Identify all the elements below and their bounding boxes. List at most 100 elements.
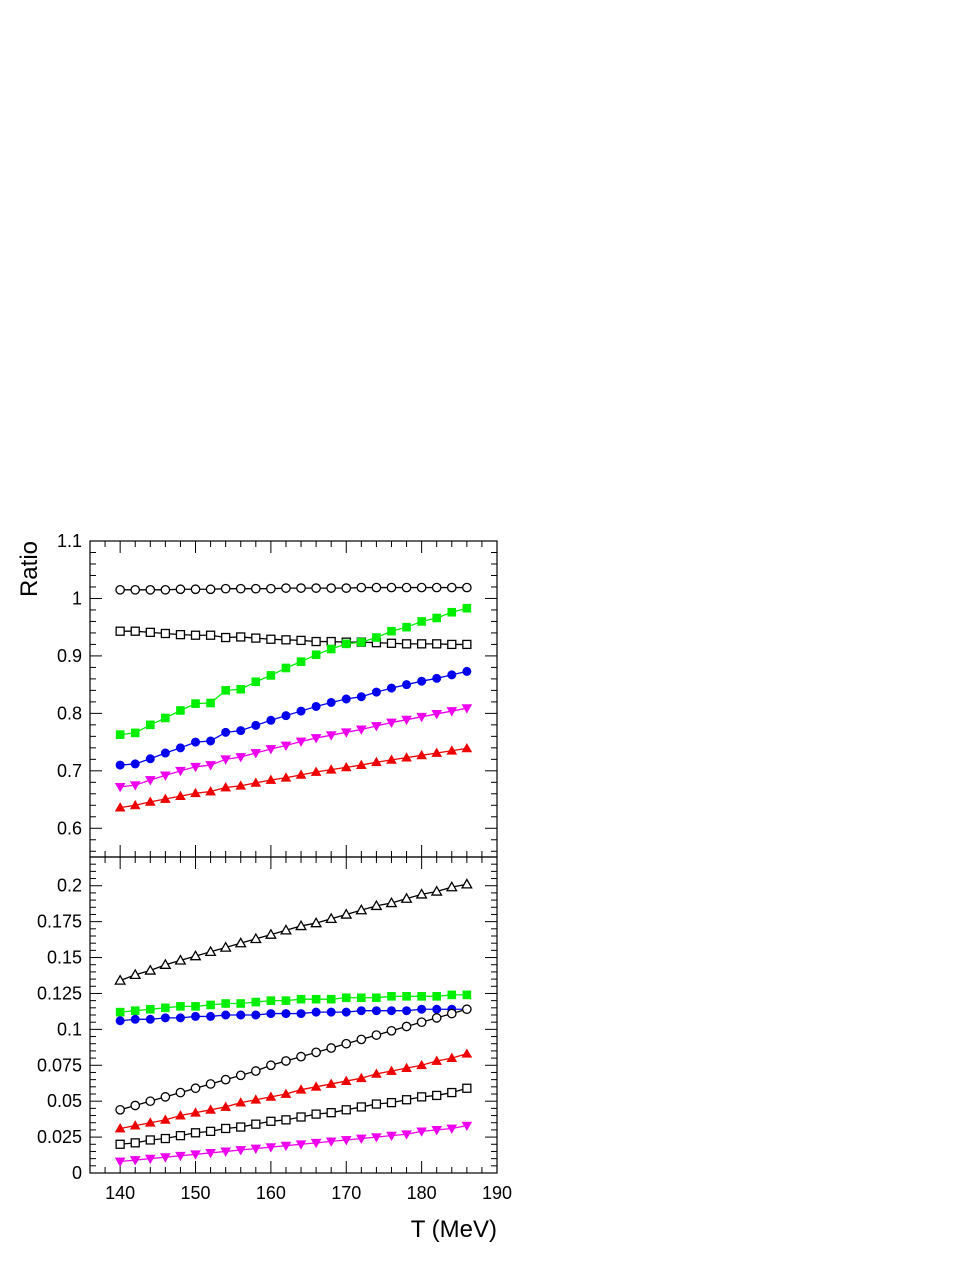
series-5 xyxy=(114,1048,473,1133)
data-point xyxy=(159,958,172,969)
data-point xyxy=(447,607,457,617)
data-point xyxy=(431,1013,442,1023)
bottom-panel: 0 0.025 0.05 0.075 0.1 0.125 0.15 0.175 0.2 140 15… xyxy=(37,856,512,1203)
y-tick-label: 0.15 xyxy=(47,948,82,968)
data-point xyxy=(175,1131,186,1141)
data-point xyxy=(417,992,426,1001)
data-point xyxy=(325,731,337,741)
data-point xyxy=(129,968,142,980)
data-point xyxy=(251,633,261,643)
data-point xyxy=(220,1147,231,1157)
data-point xyxy=(191,1002,200,1011)
data-point xyxy=(387,626,396,636)
data-point xyxy=(175,790,186,800)
data-point xyxy=(326,994,336,1004)
data-point xyxy=(144,1154,156,1165)
data-point xyxy=(387,992,396,1001)
data-point xyxy=(417,1004,427,1014)
data-point xyxy=(175,584,186,595)
data-point xyxy=(356,759,367,769)
data-point xyxy=(402,622,411,632)
series-4 xyxy=(115,666,472,770)
data-point xyxy=(310,1081,322,1091)
data-point xyxy=(235,1070,246,1081)
data-point xyxy=(461,1121,473,1132)
x-tick-label: 140 xyxy=(105,1183,135,1203)
data-point xyxy=(175,1151,186,1162)
data-point xyxy=(145,627,155,638)
data-point xyxy=(432,613,442,623)
top-panel: 0.6 0.7 0.8 0.9 1 1.1 xyxy=(57,531,498,858)
data-point xyxy=(189,949,202,961)
series-5 xyxy=(114,704,473,793)
data-point xyxy=(447,670,457,680)
data-point xyxy=(296,635,306,646)
data-point xyxy=(191,699,200,708)
data-point xyxy=(311,636,321,647)
data-point xyxy=(416,1059,427,1070)
y-tick-label: 1 xyxy=(72,588,82,608)
data-point xyxy=(266,671,276,680)
data-point xyxy=(445,881,458,892)
data-point xyxy=(250,583,261,594)
data-point xyxy=(401,752,412,762)
x-tick-label: 190 xyxy=(482,1183,512,1203)
series-6 xyxy=(115,1083,472,1149)
data-point xyxy=(341,639,351,649)
data-point xyxy=(432,1004,442,1014)
series-4 xyxy=(115,1004,472,1115)
data-point xyxy=(129,1156,141,1166)
data-point xyxy=(160,1013,170,1023)
data-point xyxy=(341,993,351,1003)
data-point xyxy=(371,1030,382,1040)
data-point xyxy=(236,1010,246,1020)
data-point xyxy=(341,1038,352,1049)
data-point xyxy=(160,771,171,781)
data-point xyxy=(266,996,276,1005)
data-point xyxy=(311,1109,321,1119)
data-point xyxy=(340,761,352,772)
data-point xyxy=(115,584,125,595)
data-point xyxy=(175,1087,186,1098)
data-point xyxy=(220,755,231,765)
data-point xyxy=(191,1011,201,1021)
data-point xyxy=(416,1127,427,1137)
x-axis-title: T (MeV) xyxy=(411,1216,497,1243)
data-point xyxy=(386,582,397,593)
data-point xyxy=(145,1014,155,1024)
data-point xyxy=(266,634,276,644)
data-point xyxy=(175,1110,186,1120)
data-point xyxy=(402,992,411,1001)
y-tick-label: 0.6 xyxy=(57,818,82,838)
series-7 xyxy=(114,1121,473,1167)
data-point xyxy=(205,584,216,595)
data-point xyxy=(115,1007,125,1017)
data-point xyxy=(144,964,157,975)
data-point xyxy=(326,1108,336,1118)
y-tick-label: 0.075 xyxy=(37,1055,82,1075)
data-point xyxy=(265,774,277,784)
data-point xyxy=(251,997,261,1007)
data-point xyxy=(402,1006,412,1016)
data-point xyxy=(296,1112,306,1122)
data-point xyxy=(357,637,366,647)
data-point xyxy=(326,1043,337,1053)
data-point xyxy=(311,650,321,660)
data-point xyxy=(251,677,261,687)
data-point xyxy=(266,1009,276,1019)
data-point xyxy=(221,727,231,737)
data-point xyxy=(281,1009,291,1019)
data-point xyxy=(386,1131,397,1142)
data-point xyxy=(296,706,306,716)
data-point xyxy=(326,644,336,654)
data-point xyxy=(295,919,307,931)
data-point xyxy=(190,762,201,773)
data-point xyxy=(206,1000,215,1010)
data-point xyxy=(145,1096,156,1107)
data-point xyxy=(372,633,381,642)
data-point xyxy=(129,781,141,791)
data-point xyxy=(386,638,397,648)
data-point xyxy=(115,1016,125,1026)
data-point xyxy=(356,725,367,735)
data-point xyxy=(219,941,232,952)
